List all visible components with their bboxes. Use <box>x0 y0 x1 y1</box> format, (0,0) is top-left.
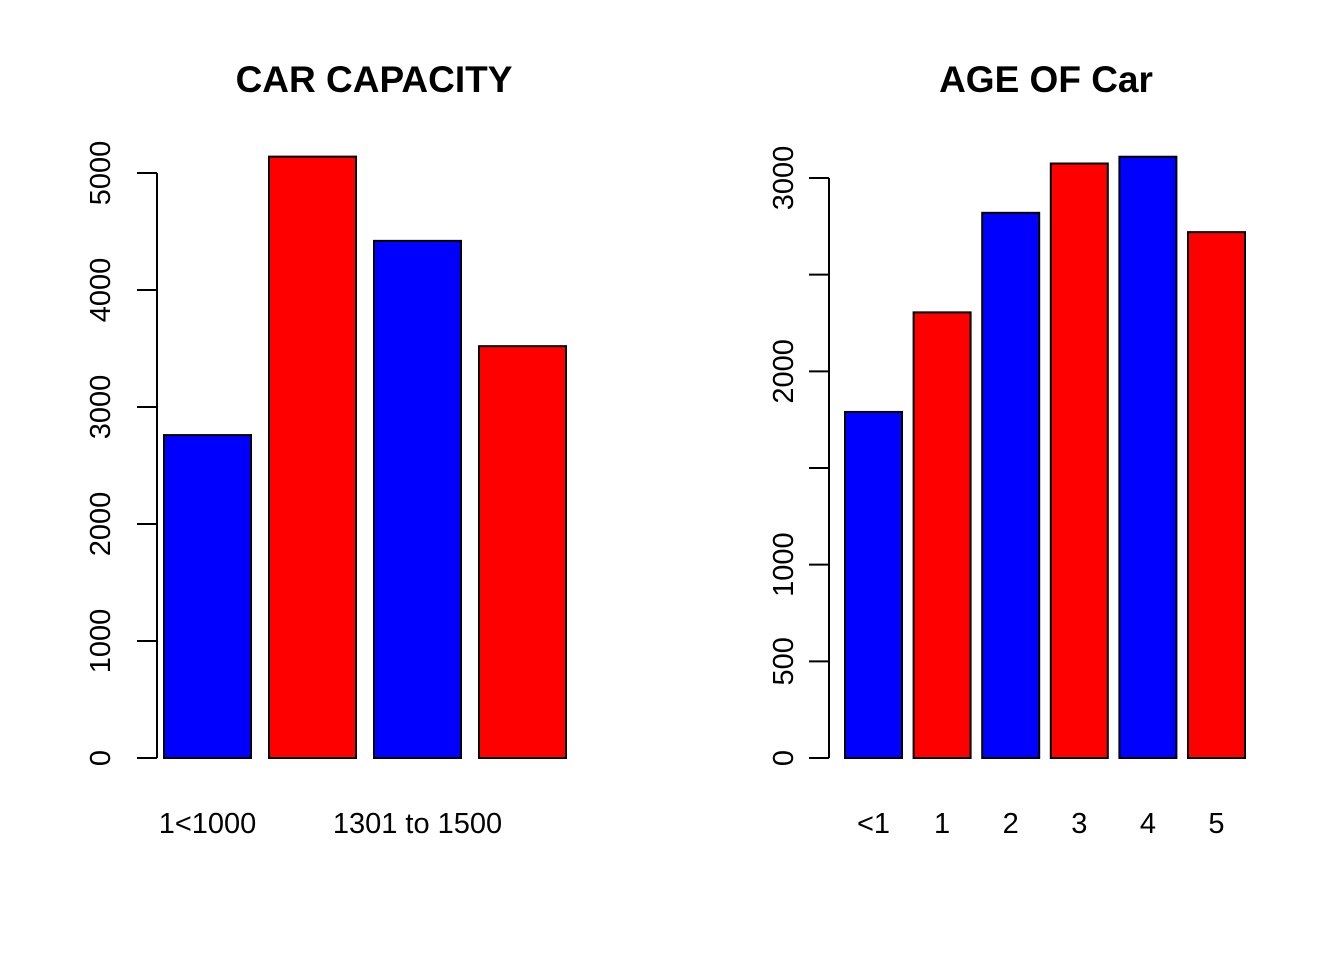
y-tick-label: 1000 <box>85 609 117 674</box>
bar <box>1118 155 1178 759</box>
chart-title: CAR CAPACITY <box>236 59 513 100</box>
bars <box>163 155 567 760</box>
x-tick-label: 2 <box>1003 808 1019 840</box>
y-tick-label: 3000 <box>768 146 800 211</box>
y-tick-label: 500 <box>768 637 800 685</box>
x-tick-label: 1 <box>934 808 950 840</box>
y-tick-label: 5000 <box>85 141 117 206</box>
y-tick-label: 0 <box>768 750 800 766</box>
y-tick-label: 4000 <box>85 258 117 323</box>
x-tick-label: 5 <box>1208 808 1224 840</box>
y-axis: 0 1000 2000 3000 4000 5000 <box>85 141 158 766</box>
x-tick-label: 3 <box>1071 808 1087 840</box>
car-capacity-chart: CAR CAPACITY 0 1000 2000 3000 4000 5000 1<100… <box>85 59 567 840</box>
y-tick-label: 2000 <box>768 339 800 404</box>
bar <box>1187 231 1246 759</box>
bar <box>268 155 357 759</box>
x-axis-labels: 1<1000 1301 to 1500 <box>159 808 502 840</box>
y-axis: 0 500 1000 2000 3000 <box>768 146 830 766</box>
bar <box>981 211 1041 760</box>
bar <box>373 239 462 760</box>
y-tick-label: 3000 <box>85 375 117 440</box>
x-tick-label: <1 <box>857 808 890 840</box>
x-axis-labels: <1 1 2 3 4 5 <box>857 808 1225 840</box>
bar <box>1049 162 1109 759</box>
y-tick-label: 2000 <box>85 492 117 557</box>
y-tick-label: 0 <box>85 750 117 766</box>
bar <box>163 434 252 759</box>
x-tick-label: 1301 to 1500 <box>333 808 502 840</box>
chart-title: AGE OF Car <box>939 59 1153 100</box>
age-of-car-chart: AGE OF Car 0 500 1000 2000 3000 <1 1 2 3 4 5 <box>768 59 1246 840</box>
y-tick-label: 1000 <box>768 532 800 597</box>
bar <box>912 311 972 759</box>
bar <box>478 345 567 759</box>
bar <box>844 410 903 759</box>
x-tick-label: 1<1000 <box>159 808 257 840</box>
bars <box>844 155 1246 760</box>
x-tick-label: 4 <box>1140 808 1156 840</box>
